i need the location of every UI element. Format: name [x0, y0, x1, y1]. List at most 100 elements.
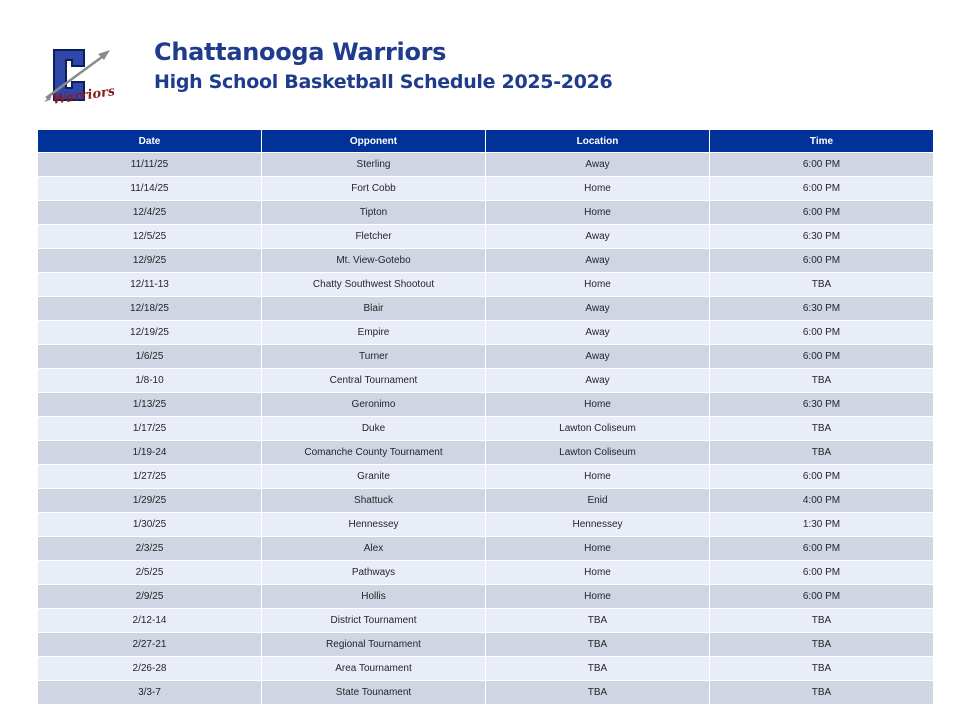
title-block: Chattanooga Warriors High School Basketb… [154, 36, 613, 96]
cell-date: 2/26-28 [37, 656, 262, 681]
cell-time: TBA [709, 680, 934, 705]
cell-date: 12/9/25 [37, 248, 262, 273]
cell-opponent: Fort Cobb [261, 176, 486, 201]
cell-date: 1/6/25 [37, 344, 262, 369]
cell-opponent: Regional Tournament [261, 632, 486, 657]
cell-time: TBA [709, 368, 934, 393]
table-header-row: Date Opponent Location Time [37, 129, 934, 153]
cell-opponent: Fletcher [261, 224, 486, 249]
cell-date: 2/12-14 [37, 608, 262, 633]
cell-location: Enid [485, 488, 710, 513]
table-row: 12/4/25 Tipton Home 6:00 PM [37, 200, 934, 225]
table-row: 11/11/25 Sterling Away 6:00 PM [37, 152, 934, 177]
cell-date: 1/30/25 [37, 512, 262, 537]
cell-opponent: District Tournament [261, 608, 486, 633]
table-row: 1/17/25 Duke Lawton Coliseum TBA [37, 416, 934, 441]
cell-opponent: Blair [261, 296, 486, 321]
cell-location: Home [485, 584, 710, 609]
table-row: 12/9/25 Mt. View-Gotebo Away 6:00 PM [37, 248, 934, 273]
cell-time: 6:00 PM [709, 584, 934, 609]
cell-opponent: Shattuck [261, 488, 486, 513]
cell-opponent: Duke [261, 416, 486, 441]
page-title: Chattanooga Warriors [154, 38, 447, 66]
cell-opponent: Geronimo [261, 392, 486, 417]
cell-time: TBA [709, 272, 934, 297]
cell-date: 1/29/25 [37, 488, 262, 513]
cell-time: TBA [709, 656, 934, 681]
cell-location: Away [485, 248, 710, 273]
table-row: 1/27/25 Granite Home 6:00 PM [37, 464, 934, 489]
cell-date: 12/4/25 [37, 200, 262, 225]
cell-time: 6:00 PM [709, 152, 934, 177]
cell-time: TBA [709, 632, 934, 657]
cell-opponent: Alex [261, 536, 486, 561]
cell-date: 12/11-13 [37, 272, 262, 297]
cell-location: Home [485, 392, 710, 417]
cell-date: 12/19/25 [37, 320, 262, 345]
cell-location: TBA [485, 608, 710, 633]
cell-time: TBA [709, 440, 934, 465]
cell-date: 1/8-10 [37, 368, 262, 393]
table-row: 12/11-13 Chatty Southwest Shootout Home TBA [37, 272, 934, 297]
cell-date: 2/9/25 [37, 584, 262, 609]
cell-time: 6:00 PM [709, 536, 934, 561]
cell-date: 2/27-21 [37, 632, 262, 657]
table-row: 11/14/25 Fort Cobb Home 6:00 PM [37, 176, 934, 201]
cell-opponent: Sterling [261, 152, 486, 177]
page-subtitle: High School Basketball Schedule 2025-202… [154, 71, 613, 93]
cell-opponent: Hollis [261, 584, 486, 609]
table-row: 1/13/25 Geronimo Home 6:30 PM [37, 392, 934, 417]
cell-location: Away [485, 224, 710, 249]
cell-time: 6:00 PM [709, 560, 934, 585]
cell-location: TBA [485, 680, 710, 705]
cell-date: 2/5/25 [37, 560, 262, 585]
cell-opponent: Tipton [261, 200, 486, 225]
cell-location: Home [485, 272, 710, 297]
schedule-table: Date Opponent Location Time 11/11/25 Ster… [37, 129, 934, 705]
cell-opponent: Pathways [261, 560, 486, 585]
cell-location: Away [485, 296, 710, 321]
cell-time: 6:30 PM [709, 392, 934, 417]
table-row: 12/19/25 Empire Away 6:00 PM [37, 320, 934, 345]
cell-location: Away [485, 152, 710, 177]
cell-time: 1:30 PM [709, 512, 934, 537]
table-row: 12/18/25 Blair Away 6:30 PM [37, 296, 934, 321]
cell-date: 12/18/25 [37, 296, 262, 321]
cell-location: TBA [485, 656, 710, 681]
table-row: 2/5/25 Pathways Home 6:00 PM [37, 560, 934, 585]
cell-opponent: Hennessey [261, 512, 486, 537]
cell-location: Lawton Coliseum [485, 416, 710, 441]
cell-date: 1/17/25 [37, 416, 262, 441]
column-header-location: Location [485, 129, 710, 153]
cell-time: 6:00 PM [709, 464, 934, 489]
cell-time: 6:00 PM [709, 176, 934, 201]
table-row: 12/5/25 Fletcher Away 6:30 PM [37, 224, 934, 249]
cell-opponent: Empire [261, 320, 486, 345]
table-row: 2/27-21 Regional Tournament TBA TBA [37, 632, 934, 657]
table-row: 1/8-10 Central Tournament Away TBA [37, 368, 934, 393]
cell-location: Home [485, 200, 710, 225]
cell-opponent: Chatty Southwest Shootout [261, 272, 486, 297]
cell-opponent: Central Tournament [261, 368, 486, 393]
cell-date: 11/11/25 [37, 152, 262, 177]
cell-location: Away [485, 344, 710, 369]
table-row: 1/6/25 Turner Away 6:00 PM [37, 344, 934, 369]
table-row: 1/30/25 Hennessey Hennessey 1:30 PM [37, 512, 934, 537]
cell-time: 6:00 PM [709, 344, 934, 369]
cell-time: 4:00 PM [709, 488, 934, 513]
cell-time: 6:00 PM [709, 200, 934, 225]
table-row: 1/19-24 Comanche County Tournament Lawton … [37, 440, 934, 465]
cell-time: 6:00 PM [709, 248, 934, 273]
cell-opponent: Turner [261, 344, 486, 369]
cell-opponent: Mt. View-Gotebo [261, 248, 486, 273]
warriors-logo-icon: Warriors [40, 44, 117, 108]
cell-date: 2/3/25 [37, 536, 262, 561]
column-header-date: Date [37, 129, 262, 153]
table-row: 2/12-14 District Tournament TBA TBA [37, 608, 934, 633]
cell-date: 1/27/25 [37, 464, 262, 489]
cell-time: TBA [709, 416, 934, 441]
cell-opponent: Area Tournament [261, 656, 486, 681]
cell-location: Home [485, 536, 710, 561]
cell-date: 3/3-7 [37, 680, 262, 705]
cell-opponent: Comanche County Tournament [261, 440, 486, 465]
